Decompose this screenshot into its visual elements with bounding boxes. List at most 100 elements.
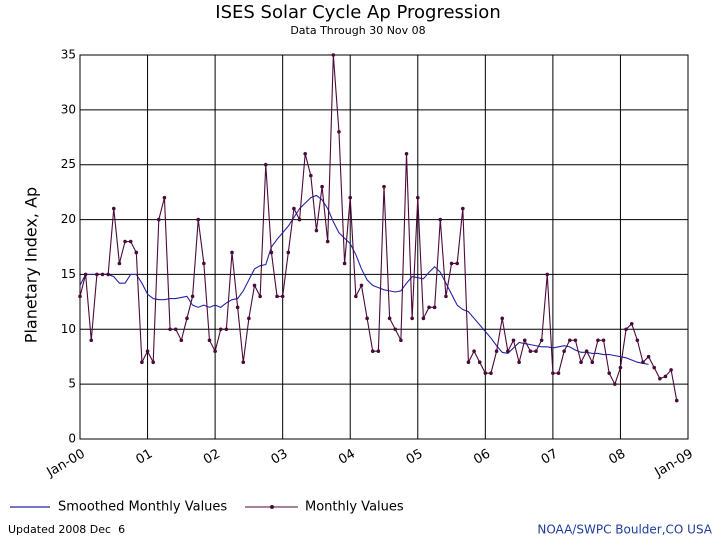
data-point	[106, 272, 110, 277]
y-tick-label: 25	[61, 157, 76, 171]
data-point	[213, 349, 217, 354]
data-point	[286, 250, 291, 255]
data-point	[635, 338, 640, 343]
y-tick-label: 20	[61, 212, 76, 226]
x-tick-label: 03	[269, 447, 291, 468]
data-point	[545, 272, 550, 277]
data-point	[168, 327, 172, 332]
data-point	[483, 371, 488, 375]
data-point	[528, 349, 533, 354]
data-point	[489, 371, 493, 375]
data-point	[584, 349, 589, 354]
data-point	[83, 272, 88, 277]
data-point	[500, 316, 505, 321]
data-point	[309, 173, 313, 178]
data-point	[303, 151, 307, 156]
x-tick-label: 08	[606, 447, 628, 468]
data-point	[455, 261, 459, 266]
y-tick-label: 0	[68, 432, 76, 446]
data-point	[511, 338, 516, 343]
data-point	[95, 272, 99, 277]
data-point	[111, 206, 116, 211]
data-point	[567, 338, 572, 343]
y-tick-label: 15	[61, 267, 76, 281]
data-point	[325, 239, 330, 244]
legend-label: Smoothed Monthly Values	[58, 500, 227, 515]
data-point	[89, 338, 94, 343]
data-point	[247, 316, 251, 321]
data-point	[663, 374, 668, 379]
data-point	[331, 53, 336, 57]
data-point	[596, 338, 600, 343]
data-point	[162, 195, 167, 200]
footer-note: Updated 2008 Dec 6	[8, 523, 125, 536]
data-point	[190, 294, 195, 299]
data-point	[624, 327, 628, 332]
data-point	[314, 228, 319, 233]
x-tick-label: Jan-00	[44, 447, 88, 481]
legend-label: Monthly Values	[305, 500, 404, 515]
y-tick-label: 5	[68, 377, 76, 391]
data-point	[399, 338, 403, 343]
data-point	[185, 316, 189, 321]
data-point	[410, 316, 414, 321]
data-point	[551, 371, 555, 375]
data-point	[477, 360, 482, 365]
plot-frame	[79, 54, 689, 440]
data-point	[427, 305, 431, 310]
data-point	[78, 294, 82, 299]
data-point	[517, 360, 521, 365]
data-point	[269, 250, 274, 255]
series-line	[79, 194, 649, 365]
y-tick-label: 10	[61, 322, 76, 336]
data-point	[252, 283, 257, 288]
data-point	[263, 162, 268, 167]
data-point	[415, 195, 420, 200]
data-point	[179, 338, 184, 343]
data-point	[607, 371, 611, 375]
data-point	[658, 376, 662, 381]
data-point	[173, 327, 178, 332]
data-point	[151, 360, 155, 365]
data-point	[404, 151, 409, 156]
data-point	[297, 217, 302, 222]
data-point	[494, 349, 499, 354]
data-point	[218, 327, 223, 332]
data-point	[275, 294, 279, 299]
data-point	[230, 250, 234, 255]
data-point	[466, 360, 471, 365]
data-point	[140, 360, 144, 365]
data-point	[613, 382, 617, 386]
data-point	[370, 349, 375, 354]
data-point	[393, 327, 398, 332]
data-point	[207, 338, 212, 343]
data-point	[562, 349, 566, 354]
data-point	[579, 360, 583, 365]
data-point	[359, 283, 364, 288]
data-point	[629, 322, 634, 326]
y-tick-label: 35	[61, 48, 76, 62]
data-point	[534, 349, 538, 354]
x-tick-label: 04	[336, 447, 358, 468]
data-point	[641, 360, 645, 365]
data-point	[196, 217, 201, 222]
y-axis-label: Planetary Index, Ap	[22, 187, 41, 343]
data-point	[342, 261, 347, 266]
data-point	[387, 316, 392, 321]
data-point	[117, 261, 122, 266]
data-point	[506, 349, 510, 354]
data-point	[674, 398, 679, 403]
data-point	[646, 354, 651, 359]
data-point	[444, 294, 448, 299]
footer-credit: NOAA/SWPC Boulder,CO USA	[537, 523, 712, 537]
data-point	[145, 349, 150, 354]
data-point	[128, 239, 133, 244]
data-point	[382, 184, 386, 189]
data-point	[539, 338, 544, 343]
data-point	[438, 217, 443, 222]
x-tick-label: Jan-09	[652, 447, 696, 481]
data-point	[241, 360, 246, 365]
data-point	[669, 368, 673, 372]
data-point	[556, 371, 561, 375]
data-point	[100, 272, 105, 277]
